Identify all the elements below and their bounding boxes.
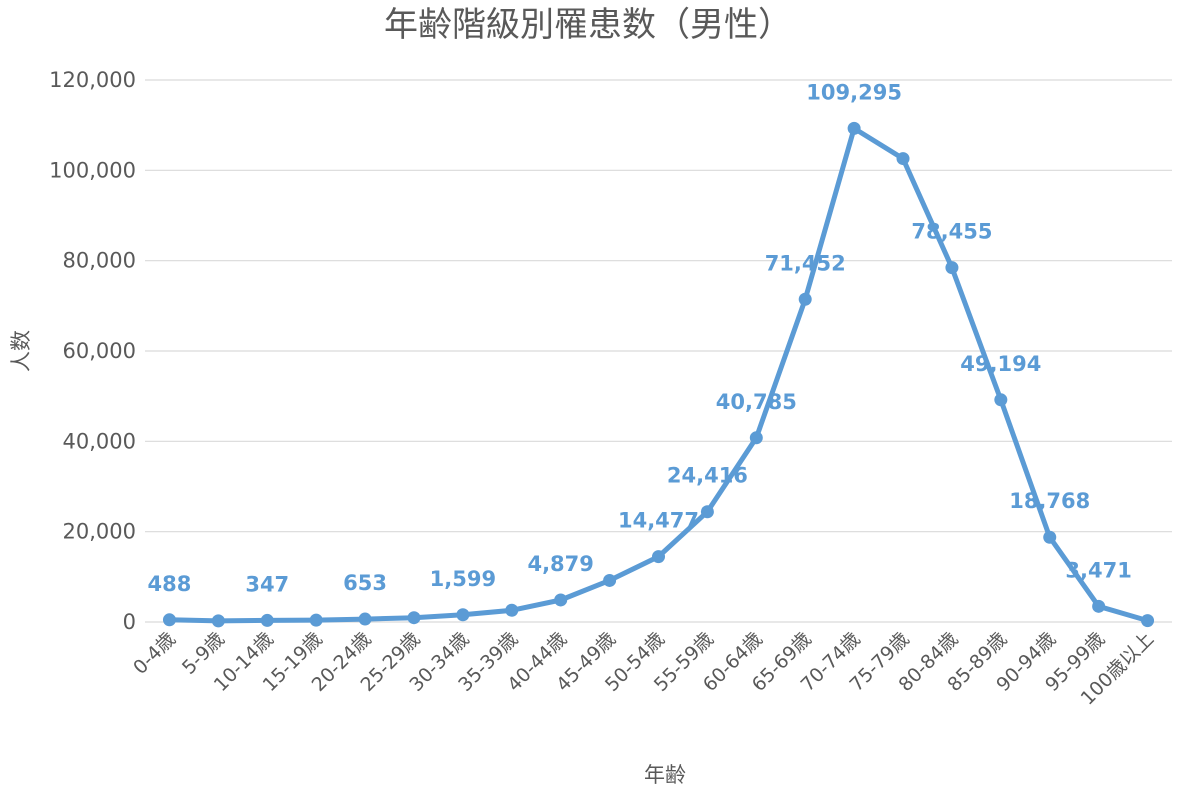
data-point bbox=[309, 613, 323, 627]
data-label: 488 bbox=[148, 572, 192, 596]
data-label: 4,879 bbox=[527, 552, 593, 576]
data-point bbox=[945, 261, 959, 275]
data-point bbox=[798, 292, 812, 306]
data-point bbox=[603, 573, 617, 587]
chart-title: 年齢階級別罹患数（男性） bbox=[384, 5, 792, 45]
data-point bbox=[700, 505, 714, 519]
data-label: 653 bbox=[343, 571, 387, 595]
y-axis-title: 人数 bbox=[9, 330, 33, 372]
data-point bbox=[896, 152, 910, 166]
y-tick-label: 80,000 bbox=[63, 249, 136, 273]
data-point bbox=[456, 608, 470, 622]
y-axis-ticks: 0 20,000 40,000 60,000 80,000 100,000 120,000 bbox=[49, 68, 136, 634]
gridlines bbox=[145, 79, 1172, 623]
data-label: 40,785 bbox=[716, 390, 797, 414]
data-point bbox=[847, 121, 861, 135]
data-labels: 488 347 653 1,599 4,879 14,477 24,416 40,785 71,… bbox=[148, 80, 1132, 596]
data-point bbox=[554, 593, 568, 607]
data-point bbox=[1141, 614, 1155, 628]
data-label: 14,477 bbox=[618, 509, 699, 533]
data-point bbox=[260, 613, 274, 627]
data-label: 1,599 bbox=[430, 567, 496, 591]
data-point bbox=[749, 431, 763, 445]
data-label: 49,194 bbox=[960, 352, 1041, 376]
data-point bbox=[358, 612, 372, 626]
data-point bbox=[162, 613, 176, 627]
x-tick-label: 0-4歳 bbox=[129, 628, 180, 679]
y-tick-label: 40,000 bbox=[63, 429, 136, 453]
x-axis-title: 年齢 bbox=[644, 763, 686, 787]
data-point bbox=[505, 603, 519, 617]
y-tick-label: 60,000 bbox=[63, 339, 136, 363]
data-point bbox=[1092, 599, 1106, 613]
data-label: 24,416 bbox=[667, 464, 748, 488]
data-label: 109,295 bbox=[806, 80, 902, 104]
y-tick-label: 0 bbox=[123, 610, 136, 634]
y-tick-label: 20,000 bbox=[63, 520, 136, 544]
data-label: 71,452 bbox=[765, 251, 846, 275]
x-axis-ticks: 0-4歳5-9歳10-14歳15-19歳20-24歳25-29歳30-34歳35… bbox=[129, 628, 1158, 710]
data-point bbox=[652, 550, 665, 564]
data-label: 347 bbox=[245, 572, 289, 596]
data-point bbox=[407, 611, 421, 625]
data-point bbox=[1043, 530, 1057, 544]
data-label: 3,471 bbox=[1065, 558, 1131, 582]
series-layer bbox=[162, 121, 1155, 628]
data-point bbox=[994, 393, 1008, 407]
data-label: 18,768 bbox=[1009, 489, 1090, 513]
data-point bbox=[211, 614, 225, 628]
y-tick-label: 100,000 bbox=[49, 158, 136, 182]
data-label: 78,455 bbox=[911, 220, 992, 244]
y-tick-label: 120,000 bbox=[49, 68, 136, 92]
